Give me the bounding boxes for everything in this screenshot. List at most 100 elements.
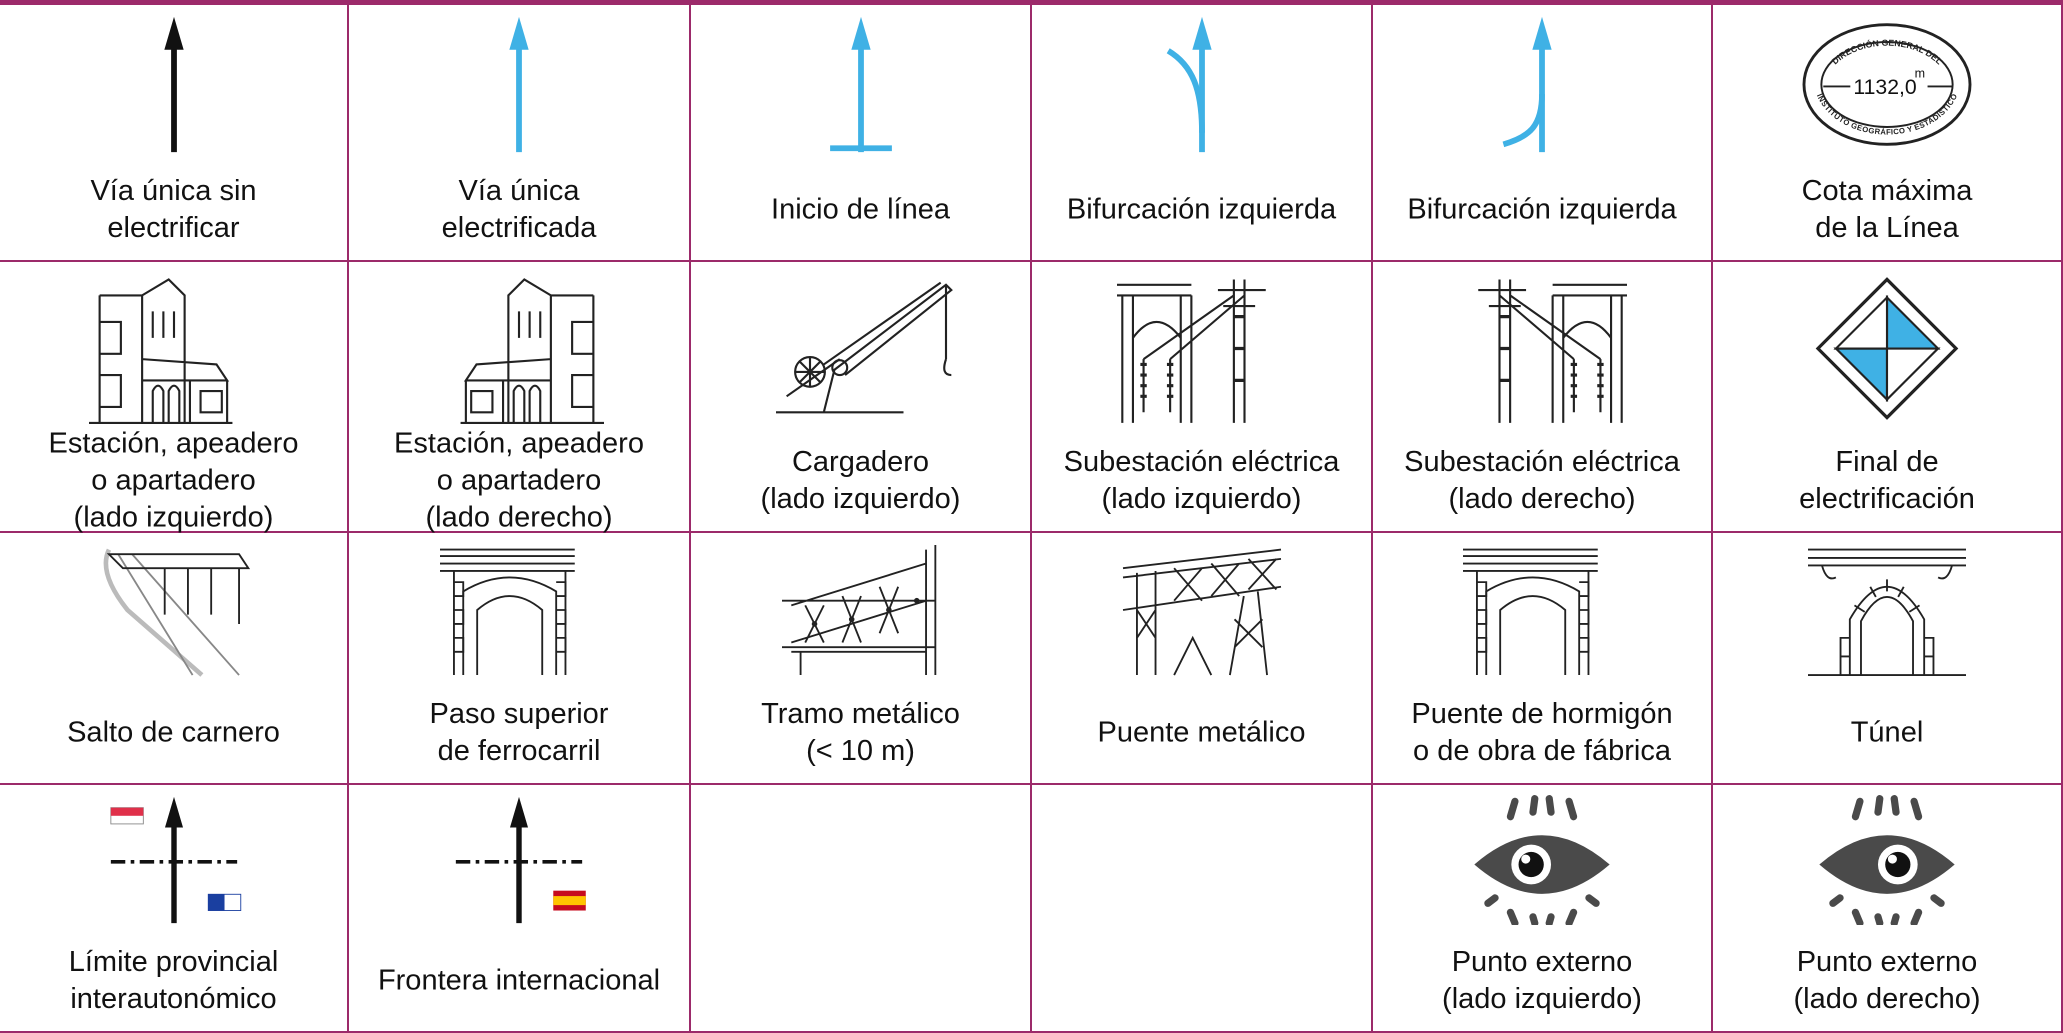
label-line: Final de — [1835, 446, 1939, 478]
icon-shape — [88, 278, 232, 424]
symbol-icon — [1474, 795, 1610, 925]
legend-cell: Puente de hormigón o de obra de fábrica — [1373, 533, 1713, 785]
icon-shape — [1532, 16, 1552, 50]
icon-shape — [1874, 795, 1884, 816]
symbol-icon — [1819, 795, 1955, 925]
symbol-label: Límite provincial interautonómico — [0, 944, 347, 1018]
icon-shape — [509, 796, 529, 828]
legend-cell: Vía única electrificada — [349, 5, 691, 262]
icon-shape — [1887, 854, 1897, 864]
legend-cell: Punto externo (lado izquierdo) — [1373, 785, 1713, 1033]
symbol-label: Frontera internacional — [349, 963, 689, 1000]
icon-shape — [1506, 797, 1519, 821]
legend-cell: Salto de carnero — [0, 533, 349, 785]
symbol-label: Vía única sin electrificar — [0, 173, 347, 247]
symbol-label: Estación, apeadero o apartadero (lado dere… — [349, 426, 689, 537]
symbol-icon — [109, 796, 241, 924]
symbol-label: Bifurcación izquierda — [1032, 192, 1371, 229]
label-line: (lado derecho) — [425, 501, 613, 534]
icon-shape — [164, 796, 183, 828]
symbol-icon — [1122, 548, 1281, 676]
legend-cell: Final de electrificación — [1713, 262, 2063, 533]
emblem-unit: m — [1915, 67, 1925, 81]
icon-shape — [913, 597, 920, 604]
icon-shape — [1529, 913, 1539, 925]
icon-shape — [1476, 581, 1590, 653]
icon-shape — [794, 357, 825, 387]
symbol-icon — [1478, 279, 1627, 423]
icon-shape — [103, 548, 250, 677]
icon-shape — [1122, 548, 1281, 676]
symbol-icon — [1463, 548, 1598, 676]
icon-shape — [848, 616, 854, 623]
icon-shape — [1545, 913, 1555, 925]
symbol-label: Subestación eléctrica (lado izquierdo) — [1032, 444, 1371, 518]
label-line: Cargadero — [791, 446, 930, 478]
icon-shape — [1851, 797, 1864, 821]
legend-cell: Subestación eléctrica (lado izquierdo) — [1032, 262, 1373, 533]
legend-cell: Subestación eléctrica (lado derecho) — [1373, 262, 1713, 533]
symbol-icon — [509, 16, 529, 153]
symbol-label: Paso superior de ferrocarril — [349, 696, 689, 770]
icon-shape — [1502, 94, 1545, 148]
label-line: Punto externo — [1796, 946, 1978, 978]
icon-shape — [110, 807, 143, 816]
label-line: Estación, apeadero — [48, 427, 299, 460]
icon-shape — [440, 548, 575, 676]
icon-shape — [1833, 294, 1889, 350]
symbol-icon — [781, 544, 936, 676]
symbol-label: Punto externo (lado derecho) — [1713, 944, 2061, 1018]
icon-shape — [1808, 548, 1966, 676]
symbol-icon — [1116, 279, 1266, 423]
label-line: Vía única — [458, 175, 580, 207]
symbol-label: Puente de hormigón o de obra de fábrica — [1373, 696, 1711, 770]
symbol-label: Bifurcación izquierda — [1373, 192, 1711, 229]
icon-shape — [1565, 908, 1578, 925]
legend-cell: Frontera internacional — [349, 785, 691, 1033]
label-line: (lado derecho) — [1448, 483, 1636, 515]
symbol-label: Estación, apeadero o apartadero (lado izqu… — [0, 426, 347, 537]
symbol-icon — [163, 16, 184, 153]
legend-cell: Túnel — [1713, 533, 2063, 785]
label-line: Puente metálico — [1097, 716, 1306, 749]
symbol-icon — [1808, 548, 1966, 676]
icon-shape — [1116, 279, 1266, 423]
legend-cell: Inicio de línea — [691, 5, 1032, 262]
icon-shape — [460, 278, 604, 424]
legend-cell: Puente metálico — [1032, 533, 1373, 785]
icon-shape — [440, 548, 575, 676]
legend-cell: Estación, apeadero o apartadero (lado dere… — [349, 262, 691, 534]
icon-shape — [1521, 854, 1531, 864]
symbol-icon — [88, 278, 232, 424]
icon-shape — [1808, 548, 1966, 676]
label-line: Paso superior — [429, 698, 609, 730]
icon-shape — [116, 553, 240, 676]
label-line: electrificar — [107, 212, 240, 244]
icon-shape — [163, 16, 184, 50]
legend-cell — [1032, 785, 1373, 1033]
icon-shape — [811, 621, 817, 627]
legend-cell: Tramo metálico (< 10 m) — [691, 533, 1032, 785]
label-line: (lado izquierdo) — [73, 501, 274, 534]
label-line: (lado izquierdo) — [1101, 483, 1302, 515]
label-line: electrificada — [441, 212, 597, 244]
icon-shape — [1820, 41, 1954, 128]
label-line: o apartadero — [436, 464, 602, 497]
symbol-icon — [455, 796, 586, 924]
emblem-top: DIRECCIÓN GENERAL DEL — [1830, 38, 1945, 67]
icon-shape — [1518, 851, 1544, 878]
label-line: Tramo metálico — [761, 698, 960, 730]
label-line: Puente de hormigón — [1411, 698, 1673, 730]
icon-shape — [1166, 48, 1205, 133]
icon-shape — [1839, 579, 1935, 676]
icon-shape — [1478, 279, 1627, 423]
icon-shape — [1478, 279, 1627, 423]
icon-shape — [207, 894, 225, 911]
label-line: (lado derecho) — [1793, 983, 1981, 1015]
emblem-value: 1132,0 — [1853, 76, 1916, 99]
icon-shape — [553, 896, 586, 906]
symbol-icon — [103, 548, 250, 677]
icon-shape — [1890, 795, 1900, 816]
